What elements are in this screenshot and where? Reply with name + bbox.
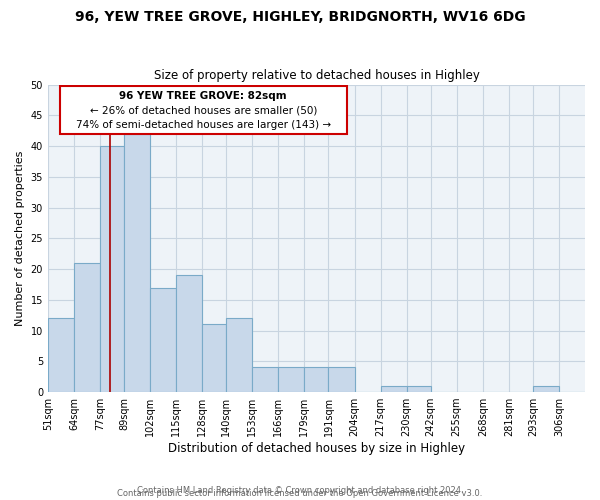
Bar	[100, 146, 124, 392]
Bar	[124, 134, 150, 392]
Text: 96, YEW TREE GROVE, HIGHLEY, BRIDGNORTH, WV16 6DG: 96, YEW TREE GROVE, HIGHLEY, BRIDGNORTH,…	[74, 10, 526, 24]
Bar	[533, 386, 559, 392]
Y-axis label: Number of detached properties: Number of detached properties	[15, 150, 25, 326]
Text: 74% of semi-detached houses are larger (143) →: 74% of semi-detached houses are larger (…	[76, 120, 331, 130]
Bar	[176, 275, 202, 392]
Bar	[278, 368, 304, 392]
Text: Contains HM Land Registry data © Crown copyright and database right 2024.: Contains HM Land Registry data © Crown c…	[137, 486, 463, 495]
Bar	[304, 368, 328, 392]
Bar	[48, 318, 74, 392]
Bar	[380, 386, 407, 392]
Bar	[74, 263, 100, 392]
Bar	[328, 368, 355, 392]
Bar	[150, 288, 176, 392]
Bar	[226, 318, 253, 392]
Bar	[407, 386, 431, 392]
Text: Contains public sector information licensed under the Open Government Licence v3: Contains public sector information licen…	[118, 488, 482, 498]
Bar	[202, 324, 226, 392]
Title: Size of property relative to detached houses in Highley: Size of property relative to detached ho…	[154, 69, 479, 82]
Text: ← 26% of detached houses are smaller (50): ← 26% of detached houses are smaller (50…	[89, 106, 317, 116]
Bar	[253, 368, 278, 392]
FancyBboxPatch shape	[60, 86, 347, 134]
Text: 96 YEW TREE GROVE: 82sqm: 96 YEW TREE GROVE: 82sqm	[119, 91, 287, 101]
X-axis label: Distribution of detached houses by size in Highley: Distribution of detached houses by size …	[168, 442, 465, 455]
